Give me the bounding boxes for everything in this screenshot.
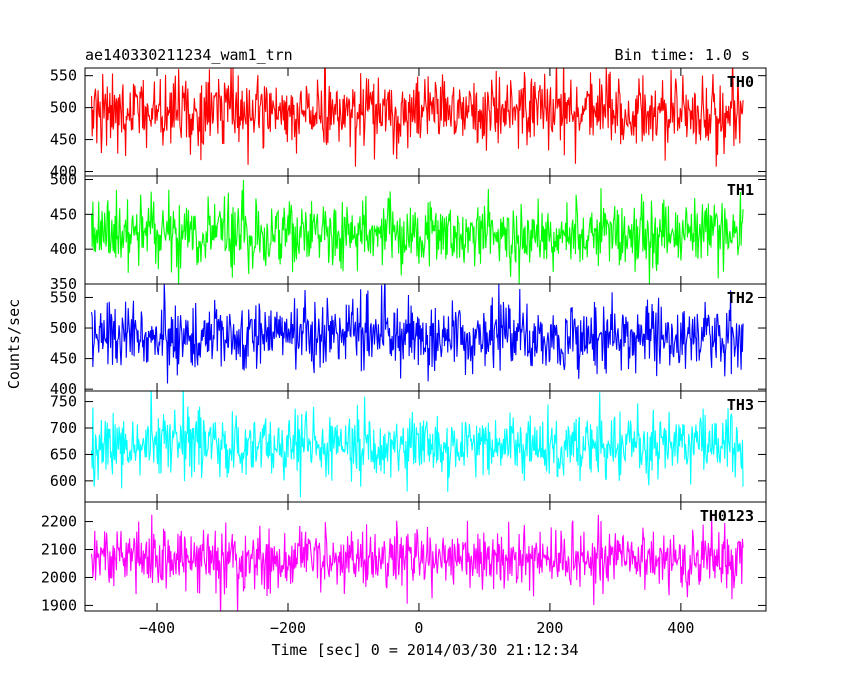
y-tick-label: 2200: [41, 513, 77, 531]
panel-label-th1: TH1: [727, 181, 754, 199]
y-tick-label: 500: [50, 319, 77, 337]
y-tick-label: 550: [50, 67, 77, 85]
panel-label-th3: TH3: [727, 396, 754, 414]
series-line-th3: [91, 391, 744, 498]
series-line-th0: [91, 68, 744, 167]
y-tick-label: 600: [50, 472, 77, 490]
panel-label-th0: TH0: [727, 73, 754, 91]
panel-th0: 400 450 500 550 TH0: [50, 67, 767, 181]
y-tick-label: 2000: [41, 568, 77, 586]
y-tick-label: 650: [50, 445, 77, 463]
x-tick-label: −200: [270, 619, 306, 637]
series-line-th0123: [91, 514, 744, 611]
bin-time-label: Bin time: 1.0 s: [615, 46, 750, 64]
x-axis: −400 −200 0 200 400: [139, 619, 694, 637]
series-line-th1: [91, 179, 744, 284]
y-tick-label: 400: [50, 240, 77, 258]
x-axis-label: Time [sec] 0 = 2014/03/30 21:12:34: [271, 641, 578, 659]
y-tick-label: 1900: [41, 596, 77, 614]
y-tick-label: 750: [50, 393, 77, 411]
y-tick-label: 400: [50, 380, 77, 398]
panel-th1: 350 400 450 500 TH1: [50, 170, 767, 293]
y-tick-label: 400: [50, 163, 77, 181]
panel-frame: [84, 390, 767, 503]
y-tick-label: 700: [50, 419, 77, 437]
panel-th0123: 1900 2000 2100 2200 TH0123: [41, 501, 767, 614]
y-tick-label: 450: [50, 205, 77, 223]
y-tick-label: 450: [50, 131, 77, 149]
panel-label-th0123: TH0123: [700, 507, 754, 525]
series-line-th2: [91, 284, 744, 384]
panel-frame: [84, 501, 767, 612]
chart-title: ae140330211234_wam1_trn: [85, 46, 293, 64]
y-tick-label: 2100: [41, 541, 77, 559]
x-tick-label: 0: [414, 619, 423, 637]
y-tick-label: 350: [50, 275, 77, 293]
y-tick-label: 500: [50, 99, 77, 117]
y-tick-label: 450: [50, 350, 77, 368]
x-tick-label: −400: [139, 619, 175, 637]
y-tick-label: 550: [50, 288, 77, 306]
panel-th2: 400 450 500 550 TH2: [50, 283, 767, 398]
y-tick-label: 500: [50, 170, 77, 188]
y-axis-label: Counts/sec: [5, 299, 23, 389]
x-tick-label: 400: [667, 619, 694, 637]
panels-group: 400 450 500 550 TH0 350 400 450 500 TH1 400 450 500 5…: [41, 67, 767, 637]
x-tick-label: 200: [536, 619, 563, 637]
panel-th3: 600 650 700 750 TH3: [50, 390, 767, 503]
panel-label-th2: TH2: [727, 289, 754, 307]
